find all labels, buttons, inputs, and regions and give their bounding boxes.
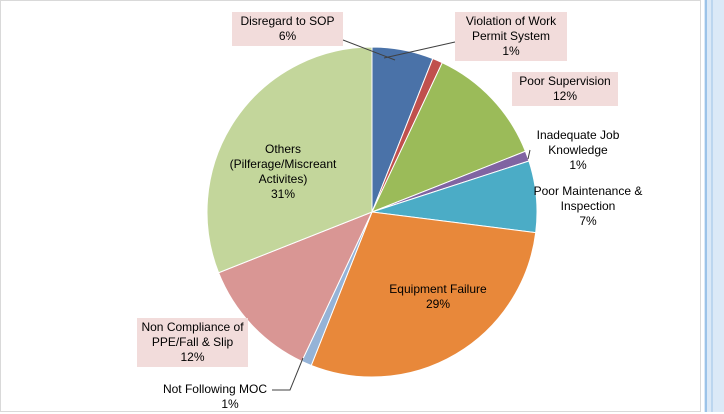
data-label: Equipment Failure 29% [380, 280, 496, 314]
data-label: Not Following MOC 1% [150, 380, 270, 414]
pie-slice [206, 46, 373, 274]
data-label: Disregard to SOP 6% [232, 12, 343, 46]
leader-line [342, 39, 396, 61]
label-value: 6% [278, 29, 297, 43]
pie [206, 46, 538, 378]
label-value: 12% [552, 89, 578, 103]
label-name: Inadequate Job Knowledge [536, 128, 620, 157]
data-label: Poor Maintenance & Inspection 7% [528, 182, 648, 231]
pie-slice [310, 211, 537, 378]
data-label: Others (Pilferage/Miscreant Activites) 31… [224, 140, 342, 204]
label-name: Disregard to SOP [240, 14, 335, 28]
data-label: Inadequate Job Knowledge 1% [526, 126, 630, 175]
data-label: Poor Supervision 12% [512, 72, 618, 106]
label-value: 1% [221, 397, 239, 411]
leader-line [383, 41, 456, 59]
label-name: Not Following MOC [162, 382, 267, 396]
label-name: Equipment Failure [389, 282, 487, 296]
label-name: Non Compliance of PPE/Fall & Slip [141, 320, 244, 349]
label-value: 29% [425, 297, 451, 311]
pie-slice [371, 62, 527, 213]
label-name: Violation of Work Permit System [465, 14, 557, 43]
label-value: 1% [569, 158, 587, 172]
label-name: Poor Maintenance & Inspection [533, 184, 643, 213]
label-name: Poor Supervision [519, 74, 611, 88]
label-value: 12% [180, 350, 205, 364]
label-value: 1% [502, 44, 520, 58]
leader-lines [272, 39, 531, 391]
label-name: Others (Pilferage/Miscreant Activites) [229, 142, 337, 186]
label-value: 7% [579, 214, 597, 228]
leader-line [527, 149, 531, 160]
pie-slice [217, 211, 373, 362]
leader-line [272, 357, 304, 391]
data-label: Non Compliance of PPE/Fall & Slip 12% [137, 318, 248, 367]
label-value: 31% [270, 187, 296, 201]
side-strip [704, 0, 724, 412]
data-label: Violation of Work Permit System 1% [455, 12, 567, 61]
